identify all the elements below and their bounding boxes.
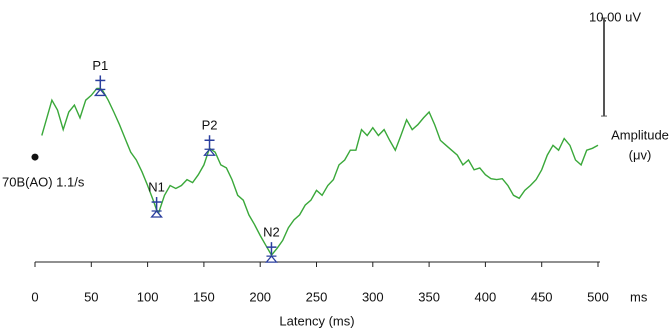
x-tick-label: 0 xyxy=(31,289,38,304)
x-tick-label: 400 xyxy=(475,289,497,304)
peak-marker xyxy=(150,197,163,218)
x-tick-label: 300 xyxy=(362,289,384,304)
peak-marker xyxy=(203,135,216,156)
peak-marker-part xyxy=(265,255,278,263)
peak-marker xyxy=(93,75,107,97)
x-tick-label: 50 xyxy=(84,289,98,304)
peak-marker xyxy=(265,242,278,263)
trace-dot xyxy=(31,153,39,161)
peak-label: P1 xyxy=(92,58,108,73)
peak-marker-part xyxy=(150,210,163,218)
x-tick-label: 100 xyxy=(137,289,159,304)
peak-marker-part xyxy=(93,88,107,97)
trace-label: 70B(AO) 1.1/s xyxy=(2,174,85,189)
x-tick-label: 200 xyxy=(249,289,271,304)
peak-label: N2 xyxy=(263,225,280,240)
x-tick-label: 500 xyxy=(587,289,609,304)
y-axis-label: Amplitude xyxy=(611,127,669,142)
x-tick-label: 250 xyxy=(306,289,328,304)
peak-label: N1 xyxy=(148,179,165,194)
x-tick-label: 350 xyxy=(418,289,440,304)
peak-marker-part xyxy=(203,148,216,156)
y-axis-label: (μv) xyxy=(629,147,652,162)
x-tick-label: 450 xyxy=(531,289,553,304)
x-tick-label: 150 xyxy=(193,289,215,304)
x-unit-label: ms xyxy=(630,289,648,304)
waveform xyxy=(41,87,599,257)
peak-label: P2 xyxy=(202,118,218,133)
scale-bar-label: 10.00 uV xyxy=(589,9,641,24)
x-axis-label: Latency (ms) xyxy=(279,313,354,328)
